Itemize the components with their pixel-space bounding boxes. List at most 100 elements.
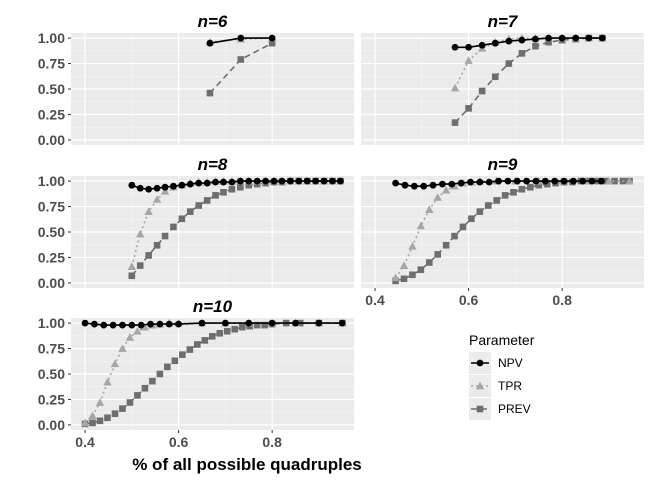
data-point-npv <box>161 183 169 191</box>
data-point-prev <box>231 325 239 333</box>
data-point-npv <box>170 182 177 190</box>
legend-label-prev: PREV <box>498 402 531 416</box>
data-point-tpr <box>450 83 460 92</box>
data-point-prev <box>545 38 552 46</box>
data-point-npv <box>523 177 530 185</box>
data-point-prev <box>478 87 486 95</box>
data-point-npv <box>245 177 253 185</box>
data-point-prev <box>434 251 442 258</box>
data-point-npv <box>228 178 236 186</box>
facet-panel-n=8: n=8 0.00 0.25 0.50 0.75 1.00 <box>38 155 354 291</box>
data-point-tpr <box>133 327 142 335</box>
data-point-npv <box>236 177 244 185</box>
x-tick-label: 0.4 <box>75 434 95 450</box>
data-point-npv <box>119 321 126 329</box>
data-point-prev <box>602 177 610 185</box>
data-point-tpr <box>625 176 634 185</box>
data-point-npv <box>451 43 459 51</box>
x-tick-label: 0.8 <box>262 434 282 450</box>
data-point-npv <box>545 34 552 42</box>
data-point-npv <box>186 180 194 188</box>
y-tick-label: 0.50 <box>38 81 65 97</box>
y-tick-label: 0.75 <box>38 56 65 72</box>
facet-title: n=7 <box>488 12 519 31</box>
data-point-prev <box>527 183 534 191</box>
data-point-npv <box>579 177 587 185</box>
data-point-npv <box>429 181 437 189</box>
data-point-tpr <box>425 205 434 213</box>
data-point-prev <box>206 89 214 97</box>
y-tick-label: 0.75 <box>38 341 65 357</box>
data-point-npv <box>532 177 540 185</box>
data-point-prev <box>89 419 96 427</box>
data-point-tpr <box>441 186 451 194</box>
data-point-npv <box>178 181 186 189</box>
data-point-tpr <box>95 398 105 406</box>
data-point-prev <box>465 105 472 112</box>
data-point-tpr <box>144 207 153 215</box>
data-point-prev <box>128 272 136 280</box>
data-point-npv <box>485 178 493 186</box>
data-point-npv <box>145 185 153 193</box>
data-point-prev <box>195 202 203 209</box>
data-point-npv <box>448 180 456 188</box>
data-point-npv <box>195 179 203 187</box>
data-point-npv <box>245 319 253 327</box>
data-point-npv <box>137 321 145 329</box>
data-point-npv <box>268 319 276 327</box>
data-point-prev <box>149 377 156 385</box>
data-point-npv <box>457 179 465 187</box>
data-point-npv <box>438 180 446 188</box>
data-point-prev <box>518 185 526 193</box>
data-point-prev <box>237 183 244 191</box>
data-point-prev <box>186 346 194 353</box>
data-point-prev <box>459 223 467 231</box>
y-tick-label: 0.00 <box>38 275 65 291</box>
data-point-prev <box>145 252 152 259</box>
data-point-tpr <box>160 187 170 195</box>
data-point-npv <box>165 320 173 328</box>
data-point-prev <box>484 202 492 209</box>
data-point-prev <box>156 370 164 378</box>
data-point-tpr <box>408 242 417 250</box>
data-point-npv <box>237 34 245 42</box>
data-point-npv <box>551 177 559 185</box>
data-point-npv <box>495 177 502 185</box>
legend-label-tpr: TPR <box>498 379 522 393</box>
data-point-tpr <box>127 262 137 270</box>
data-point-npv <box>292 319 299 327</box>
data-point-prev <box>178 215 186 223</box>
legend: Parameter NPV TPR PREV <box>469 332 535 420</box>
data-point-tpr <box>399 261 409 269</box>
data-point-prev <box>203 197 211 204</box>
data-point-prev <box>268 39 276 47</box>
data-point-npv <box>262 177 269 185</box>
data-point-npv <box>465 43 472 51</box>
data-point-npv <box>410 182 418 190</box>
data-point-npv <box>569 177 577 185</box>
data-point-npv <box>153 184 161 192</box>
data-point-npv <box>81 319 89 327</box>
data-point-prev <box>171 357 179 365</box>
y-tick-label: 0.25 <box>38 391 65 407</box>
data-point-npv <box>136 184 144 192</box>
data-point-npv <box>90 320 98 328</box>
y-tick-label: 1.00 <box>38 315 65 331</box>
data-point-tpr <box>140 322 150 331</box>
data-point-tpr <box>152 195 162 203</box>
data-point-npv <box>278 177 286 185</box>
data-point-npv <box>476 178 484 186</box>
data-point-prev <box>493 197 500 204</box>
facet-title: n=8 <box>198 155 228 174</box>
data-point-npv <box>338 319 346 327</box>
data-point-prev <box>179 351 186 358</box>
data-point-npv <box>337 177 344 185</box>
data-point-prev <box>193 341 201 348</box>
y-tick-label: 0.75 <box>38 199 65 215</box>
x-tick-label: 0.6 <box>169 434 189 450</box>
data-point-prev <box>161 232 169 240</box>
data-point-npv <box>478 41 486 49</box>
data-point-prev <box>425 259 433 266</box>
series-line-tpr <box>84 322 343 424</box>
